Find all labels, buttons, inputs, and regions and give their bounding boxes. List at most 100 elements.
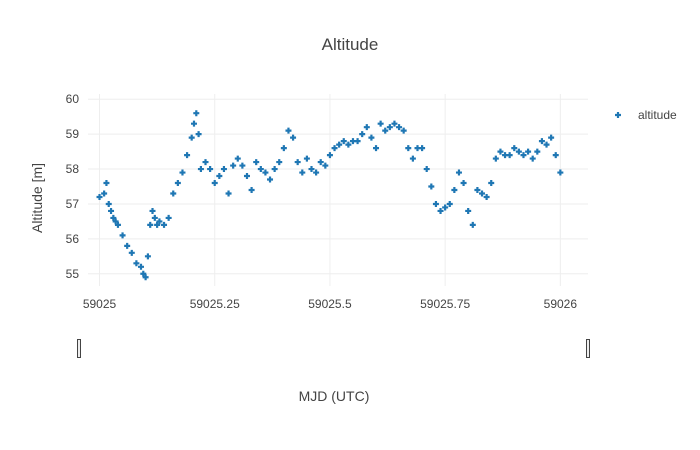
data-point <box>137 263 144 270</box>
data-point <box>345 141 352 148</box>
y-tick-label: 60 <box>66 92 80 106</box>
grid-lines <box>88 94 588 286</box>
data-point <box>386 124 393 131</box>
data-point <box>340 138 347 145</box>
data-point <box>147 221 154 228</box>
data-point <box>359 131 366 138</box>
data-point <box>409 155 416 162</box>
data-point <box>317 159 324 166</box>
data-point <box>373 145 380 152</box>
y-tick-label: 56 <box>66 232 80 246</box>
data-point <box>114 221 121 228</box>
legend-item-altitude[interactable]: altitude <box>615 108 677 122</box>
legend-label-altitude: altitude <box>638 108 677 122</box>
data-point <box>497 148 504 155</box>
legend[interactable]: altitude <box>615 108 677 122</box>
data-point <box>197 166 204 173</box>
data-point <box>446 200 453 207</box>
data-point <box>133 260 140 267</box>
cross-marker-icon <box>615 112 621 118</box>
data-point <box>303 155 310 162</box>
data-point <box>154 221 161 228</box>
data-point <box>243 173 250 180</box>
data-point <box>442 204 449 211</box>
data-point <box>451 187 458 193</box>
data-point <box>216 173 223 180</box>
data-point <box>188 134 195 141</box>
x-tick-labels: 59025 59025.25 59025.5 59025.75 59026 <box>83 297 578 311</box>
data-point <box>294 159 301 166</box>
data-point <box>285 127 292 134</box>
data-point <box>280 145 287 152</box>
data-point <box>557 169 564 176</box>
data-point <box>368 134 375 141</box>
data-point <box>211 180 218 187</box>
data-point <box>377 120 384 127</box>
data-point <box>534 148 541 155</box>
data-point <box>400 127 407 134</box>
data-point <box>110 214 117 221</box>
data-point <box>506 152 513 159</box>
data-point <box>479 190 486 197</box>
data-point <box>184 152 191 159</box>
data-point <box>151 214 158 221</box>
data-point <box>437 207 444 214</box>
data-point <box>193 110 200 117</box>
data-point <box>267 176 274 183</box>
rangeslider[interactable] <box>77 339 590 358</box>
rangeslider-handle-right[interactable] <box>586 339 590 358</box>
data-point <box>511 145 518 152</box>
data-point <box>108 207 115 214</box>
data-point <box>525 148 532 155</box>
data-point <box>142 274 149 281</box>
data-point <box>239 162 246 169</box>
data-point <box>257 166 264 173</box>
data-point <box>128 249 135 256</box>
y-axis-title: Altitude [m] <box>29 163 45 233</box>
data-point <box>354 138 361 145</box>
data-point <box>290 134 297 141</box>
rangeslider-handle-left[interactable] <box>77 339 81 358</box>
data-point <box>548 134 555 141</box>
data-point <box>105 200 112 207</box>
data-points <box>96 110 564 281</box>
data-point <box>326 152 333 159</box>
data-point <box>336 141 343 148</box>
data-point <box>396 124 403 131</box>
data-point <box>469 221 476 228</box>
data-point <box>170 190 177 197</box>
data-point <box>190 120 197 127</box>
data-point <box>492 155 499 162</box>
data-point <box>299 169 306 176</box>
data-point <box>432 200 439 207</box>
data-point <box>276 159 283 166</box>
data-point <box>382 127 389 134</box>
data-point <box>156 218 163 225</box>
data-point <box>161 221 168 228</box>
data-point <box>207 166 214 173</box>
x-tick-label: 59025.75 <box>420 297 470 311</box>
data-point <box>405 145 412 152</box>
data-point <box>460 180 467 187</box>
data-point <box>363 124 370 131</box>
data-point <box>119 232 126 239</box>
data-point <box>230 162 237 169</box>
data-point <box>455 169 462 176</box>
data-point <box>144 253 151 260</box>
data-point <box>543 141 550 148</box>
data-point <box>96 193 103 200</box>
x-tick-label: 59025.25 <box>190 297 240 311</box>
data-point <box>520 152 527 159</box>
data-point <box>552 152 559 159</box>
y-tick-label: 57 <box>66 197 80 211</box>
data-point <box>313 169 320 176</box>
data-point <box>488 180 495 187</box>
data-point <box>308 166 315 173</box>
data-point <box>225 190 232 197</box>
data-point <box>220 166 227 173</box>
data-point <box>474 187 481 193</box>
y-tick-labels: 55 56 57 58 59 60 <box>66 92 80 281</box>
data-point <box>195 131 202 138</box>
data-point <box>529 155 536 162</box>
